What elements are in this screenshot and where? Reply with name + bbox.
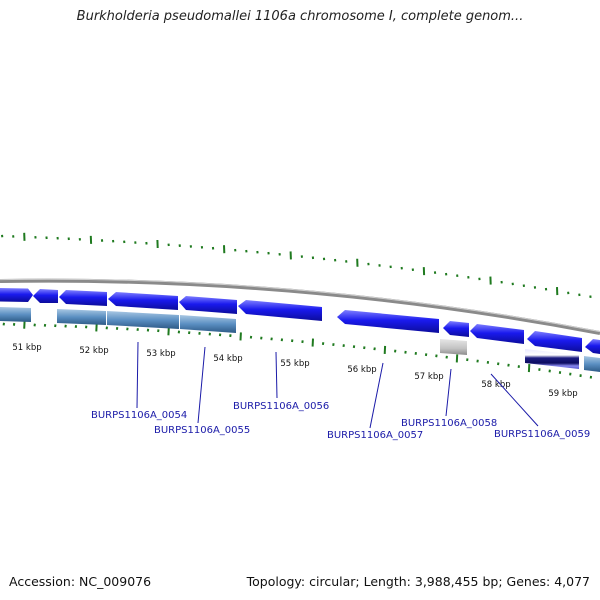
ruler-label: 57 kbp (414, 372, 443, 382)
gene-label-leader (275, 351, 278, 399)
genome-backbone (0, 278, 600, 335)
gene-reverse-strand[interactable] (180, 315, 236, 333)
gene-label-leader (136, 341, 139, 409)
gene-label[interactable]: BURPS1106A_0055 (154, 425, 250, 436)
inner-tick-ring (2, 320, 593, 379)
gene-label-leader (197, 346, 206, 424)
gene-reverse-arrow[interactable] (59, 290, 107, 306)
gene-mixed-feature[interactable] (525, 349, 579, 369)
gene-forward[interactable] (0, 288, 33, 302)
gene-reverse-arrow[interactable] (108, 292, 178, 310)
gene-label[interactable]: BURPS1106A_0056 (233, 401, 329, 412)
ruler-label: 59 kbp (548, 389, 577, 399)
gene-reverse-arrow[interactable] (443, 321, 469, 337)
forward-strand-genes (0, 288, 600, 354)
ruler-labels: 51 kbp 52 kbp 53 kbp 54 kbp 55 kbp 56 kbp 57 k… (12, 343, 577, 399)
genome-backbone-highlight (0, 278, 600, 333)
ruler-label: 56 kbp (347, 365, 376, 375)
gene-pseudo[interactable] (440, 339, 467, 355)
gene-reverse-strand[interactable] (584, 356, 600, 372)
gene-label-leader (490, 373, 539, 427)
ruler-label: 55 kbp (280, 359, 309, 369)
ruler-label: 53 kbp (146, 349, 175, 359)
gene-label-leader (369, 362, 384, 429)
ruler-label: 58 kbp (481, 380, 510, 390)
gene-label[interactable]: BURPS1106A_0058 (401, 418, 497, 429)
ruler-label: 51 kbp (12, 343, 41, 353)
ruler-label: 54 kbp (213, 354, 242, 364)
gene-reverse-arrow[interactable] (585, 339, 600, 354)
gene-reverse-strand[interactable] (0, 307, 31, 322)
gene-reverse-strand[interactable] (107, 311, 179, 329)
outer-tick-ring (1, 232, 592, 299)
gene-reverse-arrow[interactable] (33, 289, 58, 303)
accession-label: Accession: NC_009076 (9, 574, 152, 589)
gene-label[interactable]: BURPS1106A_0059 (494, 429, 590, 440)
gene-reverse-strand[interactable] (57, 309, 106, 325)
map-title: Burkholderia pseudomallei 1106a chromoso… (76, 9, 524, 24)
gene-reverse-arrow[interactable] (238, 300, 322, 321)
gene-reverse-arrow[interactable] (470, 324, 524, 344)
gene-label[interactable]: BURPS1106A_0057 (327, 430, 423, 441)
ruler-label: 52 kbp (79, 346, 108, 356)
gene-labels: BURPS1106A_0054 BURPS1106A_0055 BURPS1106A… (91, 341, 590, 441)
gene-reverse-arrow[interactable] (527, 331, 582, 352)
gene-label[interactable]: BURPS1106A_0054 (91, 410, 187, 421)
reverse-strand-genes (0, 307, 600, 372)
gene-label-leader (445, 368, 452, 417)
genome-summary: Topology: circular; Length: 3,988,455 bp… (246, 574, 590, 589)
gene-reverse-arrow[interactable] (179, 296, 237, 314)
gene-reverse-arrow[interactable] (337, 310, 439, 333)
